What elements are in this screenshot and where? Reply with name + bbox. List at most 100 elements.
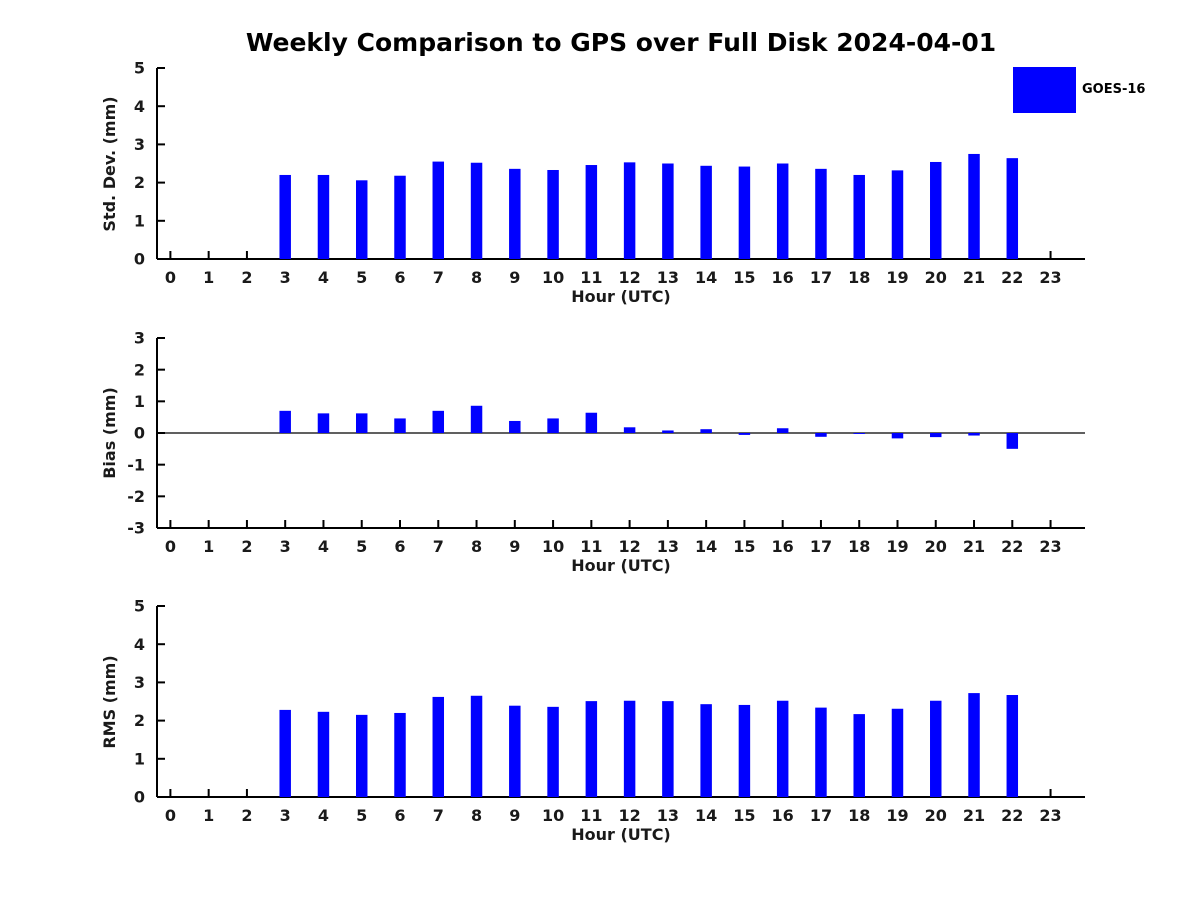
rms-x-tick-label: 4 <box>318 806 329 825</box>
std-dev-x-tick-label: 1 <box>203 268 214 287</box>
std-dev-bar-hour-10 <box>547 169 559 259</box>
std-dev-x-tick-label: 4 <box>318 268 329 287</box>
bias-bar-hour-12 <box>623 427 636 433</box>
bias-x-tick-label: 18 <box>848 537 870 556</box>
bias-x-tick-label: 4 <box>318 537 329 556</box>
rms-x-tick-label: 1 <box>203 806 214 825</box>
bias-y-tick-label: -2 <box>127 487 145 506</box>
std-dev-bar-hour-6 <box>394 175 406 259</box>
rms-x-tick-label: 2 <box>241 806 252 825</box>
bias-x-tick-label: 5 <box>356 537 367 556</box>
rms-bar-hour-12 <box>623 700 636 797</box>
rms-bar-hour-4 <box>317 711 330 797</box>
std-dev-x-tick-label: 22 <box>1001 268 1023 287</box>
bias-y-tick-label: 3 <box>134 329 145 348</box>
rms-x-tick-label: 8 <box>471 806 482 825</box>
std-dev-bar-hour-19 <box>891 170 904 259</box>
bias-bar-hour-5 <box>355 413 368 433</box>
rms-bar-hour-20 <box>930 700 942 797</box>
std-dev-y-tick-label: 5 <box>134 59 145 78</box>
rms-bar-hour-5 <box>355 714 368 797</box>
rms-x-tick-label: 19 <box>886 806 908 825</box>
bias-y-tick-label: 1 <box>134 392 145 411</box>
std-dev-bar-hour-20 <box>930 161 942 259</box>
bias-y-tick-label: 2 <box>134 360 145 379</box>
rms-bar-hour-10 <box>547 706 559 797</box>
std-dev-x-tick-label: 13 <box>657 268 679 287</box>
bias-x-tick-label: 6 <box>394 537 405 556</box>
rms-y-tick-label: 3 <box>134 673 145 692</box>
std-dev-x-tick-label: 14 <box>695 268 717 287</box>
std-dev-bar-hour-22 <box>1006 158 1019 259</box>
bias-y-tick-label: -1 <box>127 455 145 474</box>
bias-bar-hour-21 <box>968 433 980 436</box>
bias-x-tick-label: 20 <box>925 537 947 556</box>
xlabel-std-dev: Hour (UTC) <box>571 287 671 306</box>
bias-x-tick-label: 1 <box>203 537 214 556</box>
bias-bar-hour-15 <box>738 433 751 435</box>
bias-y-tick-label: -3 <box>127 519 145 538</box>
std-dev-bar-hour-13 <box>662 163 674 259</box>
bias-x-tick-label: 10 <box>542 537 564 556</box>
legend-swatch-goes16 <box>1013 67 1076 113</box>
bias-bar-hour-11 <box>585 412 598 433</box>
bias-x-tick-label: 7 <box>433 537 444 556</box>
std-dev-bar-hour-12 <box>623 162 636 259</box>
std-dev-x-tick-label: 2 <box>241 268 252 287</box>
bias-y-tick-label: 0 <box>134 424 145 443</box>
xlabel-rms: Hour (UTC) <box>571 825 671 844</box>
rms-x-tick-label: 10 <box>542 806 564 825</box>
bias-x-tick-label: 22 <box>1001 537 1023 556</box>
rms-bar-hour-9 <box>509 705 521 797</box>
bias-x-tick-label: 11 <box>580 537 602 556</box>
rms-y-tick-label: 2 <box>134 711 145 730</box>
std-dev-x-tick-label: 10 <box>542 268 564 287</box>
bias-bar-hour-3 <box>279 410 291 433</box>
rms-x-tick-label: 6 <box>394 806 405 825</box>
rms-bar-hour-15 <box>738 704 751 797</box>
std-dev-x-tick-label: 5 <box>356 268 367 287</box>
rms-y-tick-label: 1 <box>134 749 145 768</box>
bias-x-tick-label: 8 <box>471 537 482 556</box>
std-dev-bar-hour-4 <box>317 174 330 259</box>
rms-x-tick-label: 23 <box>1039 806 1061 825</box>
std-dev-bar-hour-5 <box>355 180 368 259</box>
rms-bar-hour-11 <box>585 701 598 797</box>
bias-bar-hour-14 <box>700 429 712 433</box>
rms-x-tick-label: 15 <box>733 806 755 825</box>
std-dev-bar-hour-11 <box>585 165 598 259</box>
bias-bar-hour-8 <box>470 405 483 433</box>
rms-y-tick-label: 4 <box>134 635 145 654</box>
rms-bar-hour-8 <box>470 695 483 797</box>
bias-bar-hour-19 <box>891 433 904 439</box>
std-dev-x-tick-label: 20 <box>925 268 947 287</box>
rms-bar-hour-16 <box>776 700 789 797</box>
rms-bar-hour-3 <box>279 709 291 797</box>
bias-x-tick-label: 13 <box>657 537 679 556</box>
bias-x-tick-label: 21 <box>963 537 985 556</box>
rms-x-tick-label: 12 <box>618 806 640 825</box>
bias-bar-hour-10 <box>547 418 559 433</box>
rms-x-tick-label: 5 <box>356 806 367 825</box>
std-dev-x-tick-label: 18 <box>848 268 870 287</box>
rms-bar-hour-22 <box>1006 695 1019 797</box>
bias-x-tick-label: 15 <box>733 537 755 556</box>
std-dev-x-tick-label: 3 <box>280 268 291 287</box>
bias-bar-hour-4 <box>317 413 330 433</box>
std-dev-bar-hour-16 <box>776 163 789 259</box>
rms-x-tick-label: 21 <box>963 806 985 825</box>
rms-x-tick-label: 7 <box>433 806 444 825</box>
rms-x-tick-label: 20 <box>925 806 947 825</box>
std-dev-y-tick-label: 4 <box>134 97 145 116</box>
std-dev-bar-hour-15 <box>738 166 751 259</box>
rms-x-tick-label: 11 <box>580 806 602 825</box>
rms-x-tick-label: 9 <box>509 806 520 825</box>
bias-x-tick-label: 14 <box>695 537 717 556</box>
bias-x-tick-label: 0 <box>165 537 176 556</box>
bias-bar-hour-22 <box>1006 433 1019 449</box>
std-dev-x-tick-label: 16 <box>772 268 794 287</box>
rms-bar-hour-7 <box>432 696 445 797</box>
std-dev-x-tick-label: 7 <box>433 268 444 287</box>
